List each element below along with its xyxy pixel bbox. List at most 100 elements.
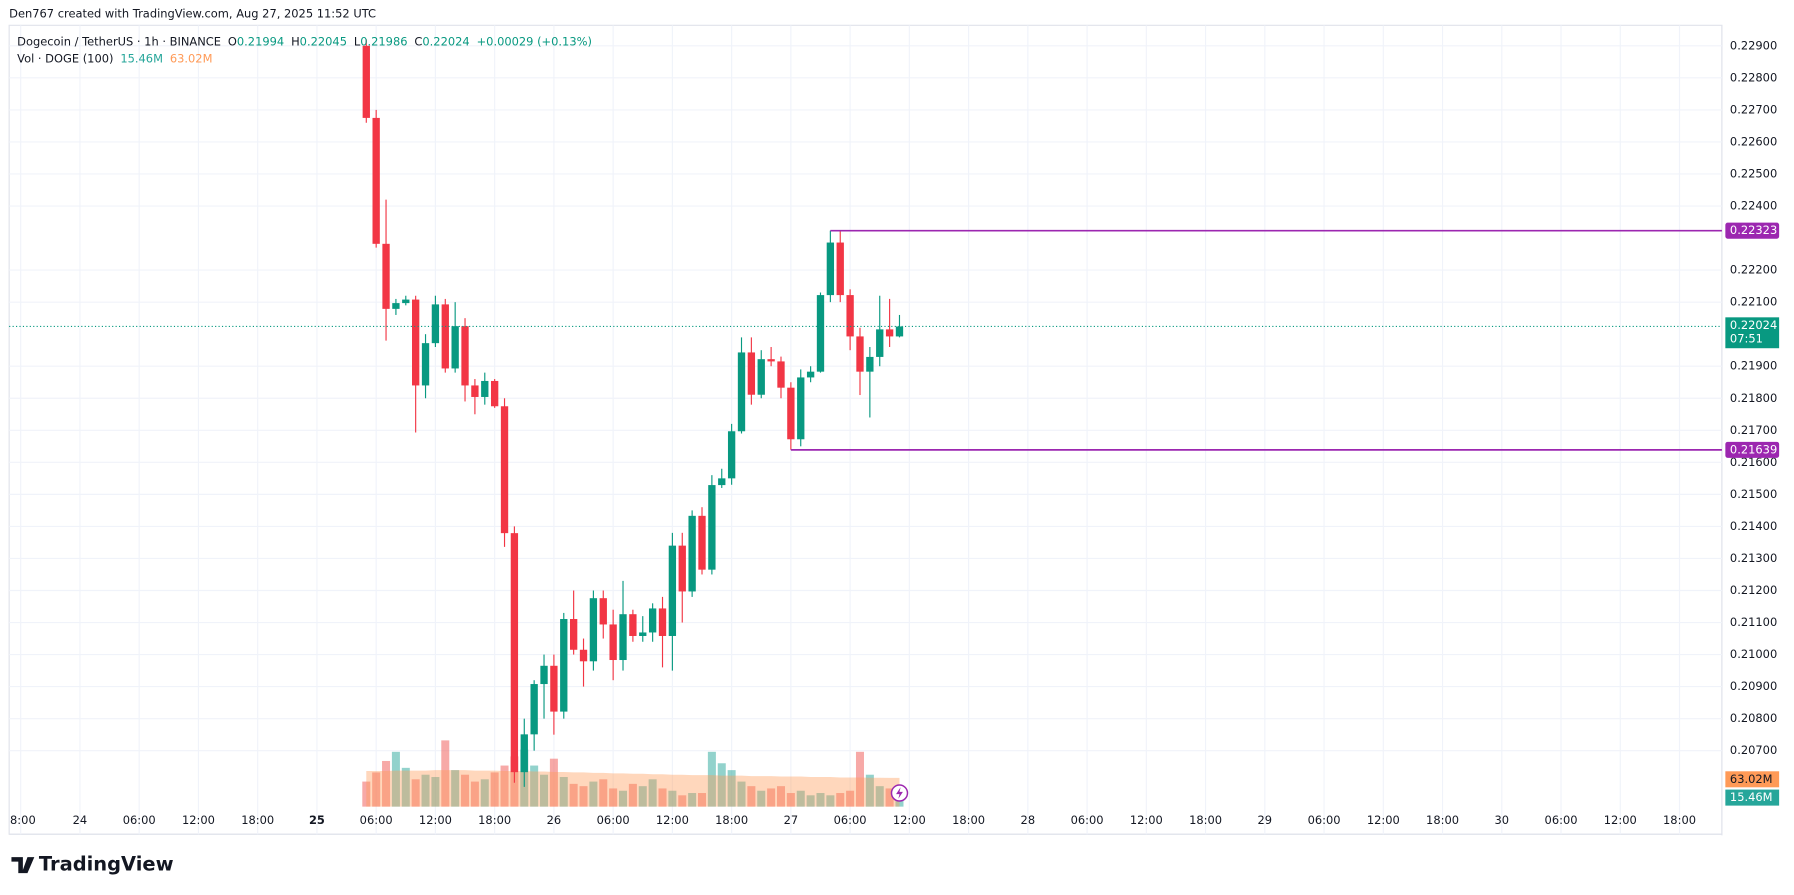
- volume-bar: [846, 790, 855, 807]
- candle-body: [510, 533, 519, 773]
- x-tick-label: 06:00: [1545, 813, 1578, 827]
- candle-body: [866, 356, 874, 372]
- volume-bar: [461, 774, 470, 807]
- candle-body: [727, 431, 736, 479]
- volume-bar: [530, 765, 539, 807]
- volume-bar: [826, 795, 835, 807]
- volume-bar: [362, 781, 371, 807]
- level-tag: [1725, 222, 1780, 239]
- l-label: L: [354, 34, 361, 48]
- y-tick-label: 0.21700: [1730, 423, 1777, 437]
- volume-bar: [421, 774, 430, 807]
- volume-bar: [549, 758, 558, 807]
- y-tick-label: 0.22400: [1730, 199, 1777, 213]
- volume-bar: [480, 779, 489, 807]
- y-tick-label: 0.21200: [1730, 583, 1777, 597]
- volume-bar: [382, 760, 391, 807]
- x-tick-label: 18:00: [1663, 813, 1696, 827]
- countdown: 07:51: [1730, 332, 1763, 346]
- volume-bar: [431, 777, 440, 807]
- level-tag: [1725, 441, 1780, 458]
- x-tick-label: 28: [1021, 813, 1036, 827]
- candle-body: [806, 371, 815, 378]
- volume-bar: [717, 763, 726, 807]
- o-value: 0.21994: [237, 34, 284, 48]
- x-tick-label: 18:00: [952, 813, 985, 827]
- candle-body: [708, 485, 716, 570]
- volume-bar: [609, 788, 618, 807]
- candle-body: [421, 343, 430, 386]
- volume-bar: [638, 786, 647, 807]
- volume-bar: [865, 774, 874, 807]
- vol-title: Vol · DOGE (100): [17, 51, 113, 65]
- volume-bar: [885, 788, 894, 807]
- credit: Den767 created with TradingView.com, Aug…: [9, 6, 376, 20]
- volume-bar: [796, 790, 805, 807]
- candle-body: [599, 598, 607, 625]
- x-tick-label: 29: [1258, 813, 1273, 827]
- volume-bar: [372, 772, 381, 807]
- level-label: 0.21639: [1730, 442, 1777, 456]
- volume-bar: [786, 793, 795, 807]
- logo-text: TradingView: [39, 853, 174, 876]
- volume-bar: [648, 779, 657, 807]
- candle-body: [431, 304, 440, 344]
- x-tick-label: 12:00: [656, 813, 689, 827]
- x-tick-label: 06:00: [834, 813, 867, 827]
- x-tick-label: 06:00: [1308, 813, 1341, 827]
- candle-body: [589, 598, 598, 662]
- symbol: Dogecoin / TetherUS · 1h · BINANCE O0.219…: [17, 34, 592, 48]
- x-tick-label: 12:00: [1367, 813, 1400, 827]
- volume-bar: [628, 783, 637, 807]
- candle-body: [372, 117, 380, 244]
- x-tick-label: 24: [73, 813, 88, 827]
- volume-bar: [451, 770, 460, 807]
- y-tick-label: 0.21100: [1730, 615, 1777, 629]
- volume-bar: [470, 781, 479, 807]
- candle-body: [550, 665, 558, 712]
- candle-body: [787, 387, 795, 440]
- x-tick-label: 25: [309, 813, 325, 827]
- alert-icon-bolt: [896, 787, 903, 799]
- candle-body: [836, 242, 844, 296]
- y-tick-label: 0.21000: [1730, 647, 1777, 661]
- y-tick-label: 0.22600: [1730, 134, 1777, 148]
- x-tick-label: 12:00: [1130, 813, 1163, 827]
- x-tick-label: 12:00: [182, 813, 215, 827]
- volume-bar: [599, 779, 608, 807]
- candle-body: [569, 619, 578, 650]
- candle-body: [678, 545, 686, 592]
- candle-body: [777, 361, 785, 388]
- x-tick-label: 12:00: [419, 813, 452, 827]
- volume-bar: [688, 793, 697, 807]
- vol-legend: Vol · DOGE (100) 15.46M 63.02M: [17, 51, 212, 65]
- candle-body: [639, 632, 647, 636]
- x-tick-label: 06:00: [123, 813, 156, 827]
- y-tick-label: 0.21800: [1730, 391, 1777, 405]
- h-value: 0.22045: [300, 34, 347, 48]
- candle-body: [540, 665, 548, 685]
- candle-body: [747, 352, 756, 395]
- volume-bar: [698, 793, 707, 807]
- volume-bar: [668, 790, 677, 807]
- volume-bar: [500, 765, 509, 807]
- volume-bar: [569, 783, 578, 807]
- volume-bar: [875, 786, 884, 807]
- y-tick-label: 0.22100: [1730, 295, 1777, 309]
- x-tick-label: 12:00: [893, 813, 926, 827]
- candle-body: [579, 649, 588, 662]
- candle-body: [658, 608, 667, 636]
- y-tick-label: 0.21900: [1730, 359, 1777, 373]
- x-tick-label: 8:00: [10, 813, 36, 827]
- logo-icon: [11, 857, 35, 874]
- volume-bar: [540, 774, 549, 807]
- candle-body: [856, 336, 864, 372]
- x-tick-label: 12:00: [1604, 813, 1637, 827]
- level-label: 0.22323: [1730, 223, 1777, 237]
- y-tick-label: 0.22900: [1730, 38, 1777, 52]
- volume-bar: [707, 751, 716, 807]
- candle-body: [461, 326, 469, 386]
- plot-area: 0.20700 0.20800 0.20900 0.21000 0.21100 0.212…: [8, 24, 1780, 836]
- last-price-tag: [1725, 317, 1780, 349]
